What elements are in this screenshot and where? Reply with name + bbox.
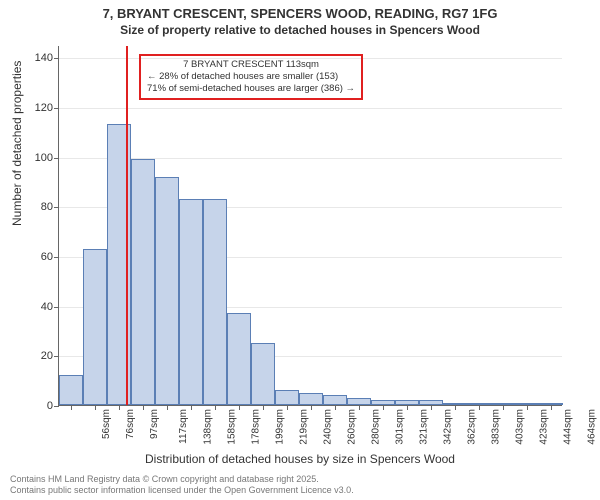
x-tick-label: 383sqm <box>491 409 502 445</box>
chart-title: 7, BRYANT CRESCENT, SPENCERS WOOD, READI… <box>0 6 600 21</box>
x-tick-label: 444sqm <box>563 409 574 445</box>
x-tick-mark <box>551 405 552 410</box>
x-tick-label: 199sqm <box>275 409 286 445</box>
x-tick-mark <box>431 405 432 410</box>
x-tick-label: 321sqm <box>419 409 430 445</box>
histogram-bar <box>347 398 371 405</box>
y-tick-label: 140 <box>35 52 53 64</box>
x-tick-mark <box>479 405 480 410</box>
y-axis-label: Number of detached properties <box>10 61 24 226</box>
y-tick-label: 20 <box>41 350 53 362</box>
x-axis-label: Distribution of detached houses by size … <box>0 452 600 466</box>
histogram-bar <box>251 343 275 405</box>
x-tick-mark <box>311 405 312 410</box>
histogram-bar <box>203 199 227 405</box>
x-tick-label: 464sqm <box>587 409 598 445</box>
x-tick-mark <box>95 405 96 410</box>
annotation-line: 71% of semi-detached houses are larger (… <box>147 83 355 95</box>
x-tick-label: 280sqm <box>371 409 382 445</box>
x-tick-mark <box>71 405 72 410</box>
footer-line-2: Contains public sector information licen… <box>10 485 354 496</box>
chart-area: 02040608010012014056sqm76sqm97sqm117sqm1… <box>58 46 562 406</box>
x-tick-label: 403sqm <box>515 409 526 445</box>
y-tick-mark <box>54 158 59 159</box>
y-tick-label: 0 <box>47 400 53 412</box>
x-tick-mark <box>239 405 240 410</box>
annotation-line: 7 BRYANT CRESCENT 113sqm <box>147 59 355 71</box>
x-tick-label: 240sqm <box>323 409 334 445</box>
x-tick-label: 117sqm <box>178 409 189 444</box>
y-tick-mark <box>54 307 59 308</box>
x-tick-label: 138sqm <box>203 409 214 445</box>
gridline <box>59 108 562 109</box>
y-tick-mark <box>54 356 59 357</box>
x-tick-mark <box>503 405 504 410</box>
x-tick-mark <box>359 405 360 410</box>
x-tick-mark <box>287 405 288 410</box>
chart-footer: Contains HM Land Registry data © Crown c… <box>10 474 354 496</box>
x-tick-mark <box>455 405 456 410</box>
x-tick-label: 260sqm <box>347 409 358 445</box>
chart-title-block: 7, BRYANT CRESCENT, SPENCERS WOOD, READI… <box>0 0 600 37</box>
x-tick-label: 301sqm <box>395 409 406 445</box>
histogram-bar <box>131 159 155 405</box>
x-tick-label: 423sqm <box>539 409 550 445</box>
y-tick-label: 100 <box>35 152 53 164</box>
annotation-box: 7 BRYANT CRESCENT 113sqm← 28% of detache… <box>139 54 363 100</box>
y-tick-label: 80 <box>41 201 53 213</box>
x-tick-mark <box>263 405 264 410</box>
y-tick-label: 40 <box>41 301 53 313</box>
x-tick-mark <box>335 405 336 410</box>
histogram-bar <box>299 393 323 405</box>
annotation-line: ← 28% of detached houses are smaller (15… <box>147 71 355 83</box>
x-tick-label: 342sqm <box>443 409 454 445</box>
x-tick-label: 56sqm <box>101 409 112 439</box>
x-tick-mark <box>527 405 528 410</box>
x-tick-mark <box>143 405 144 410</box>
y-tick-mark <box>54 58 59 59</box>
x-tick-mark <box>119 405 120 410</box>
histogram-bar <box>323 395 347 405</box>
y-tick-mark <box>54 406 59 407</box>
histogram-bar <box>179 199 203 405</box>
property-marker-line <box>126 46 128 405</box>
x-tick-label: 178sqm <box>251 409 262 445</box>
x-tick-mark <box>191 405 192 410</box>
x-tick-mark <box>407 405 408 410</box>
x-tick-label: 158sqm <box>227 409 238 445</box>
y-tick-mark <box>54 207 59 208</box>
histogram-bar <box>155 177 179 405</box>
y-tick-mark <box>54 257 59 258</box>
x-tick-label: 219sqm <box>299 409 310 445</box>
x-tick-mark <box>383 405 384 410</box>
x-tick-mark <box>167 405 168 410</box>
x-tick-label: 76sqm <box>125 409 136 439</box>
y-tick-mark <box>54 108 59 109</box>
x-tick-label: 362sqm <box>467 409 478 445</box>
x-tick-mark <box>215 405 216 410</box>
histogram-bar <box>227 313 251 405</box>
y-tick-label: 60 <box>41 251 53 263</box>
histogram-bar <box>275 390 299 405</box>
y-tick-label: 120 <box>35 102 53 114</box>
x-tick-label: 97sqm <box>149 409 160 439</box>
plot-region: 02040608010012014056sqm76sqm97sqm117sqm1… <box>58 46 562 406</box>
histogram-bar <box>59 375 83 405</box>
chart-subtitle: Size of property relative to detached ho… <box>0 23 600 37</box>
footer-line-1: Contains HM Land Registry data © Crown c… <box>10 474 354 485</box>
histogram-bar <box>83 249 107 405</box>
